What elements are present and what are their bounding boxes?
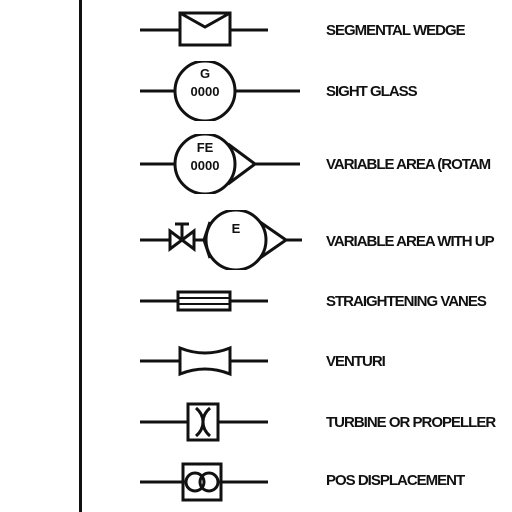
sight-glass-label: SIGHT GLASS — [326, 83, 418, 100]
variable-area-with-valve-label: VARIABLE AREA WITH UP — [326, 233, 495, 250]
segmental-wedge-symbol — [130, 0, 310, 60]
rotameter-number: 0000 — [191, 158, 220, 173]
sheet-border-line — [79, 0, 82, 512]
positive-displacement-symbol — [130, 452, 310, 512]
venturi-symbol — [130, 331, 310, 391]
venturi-label: VENTURI — [326, 353, 386, 370]
sight-glass-tag: G — [200, 66, 210, 81]
variable-area-rotameter-label: VARIABLE AREA (ROTAM — [326, 156, 491, 173]
variable-area-rotameter-symbol: FE 0000 — [130, 134, 310, 194]
segmental-wedge-label: SEGMENTAL WEDGE — [326, 22, 466, 39]
straightening-vanes-symbol — [130, 271, 310, 331]
positive-displacement-label: POS DISPLACEMENT — [326, 472, 465, 489]
turbine-propeller-symbol — [130, 392, 310, 452]
rotameter-tag: FE — [197, 140, 214, 155]
sight-glass-symbol: G 0000 — [130, 61, 310, 121]
variable-area-valve-tag: E — [232, 221, 241, 236]
turbine-propeller-label: TURBINE OR PROPELLER — [326, 414, 496, 431]
variable-area-with-valve-symbol: E — [130, 210, 310, 270]
sight-glass-number: 0000 — [191, 84, 220, 99]
straightening-vanes-label: STRAIGHTENING VANES — [326, 293, 487, 310]
